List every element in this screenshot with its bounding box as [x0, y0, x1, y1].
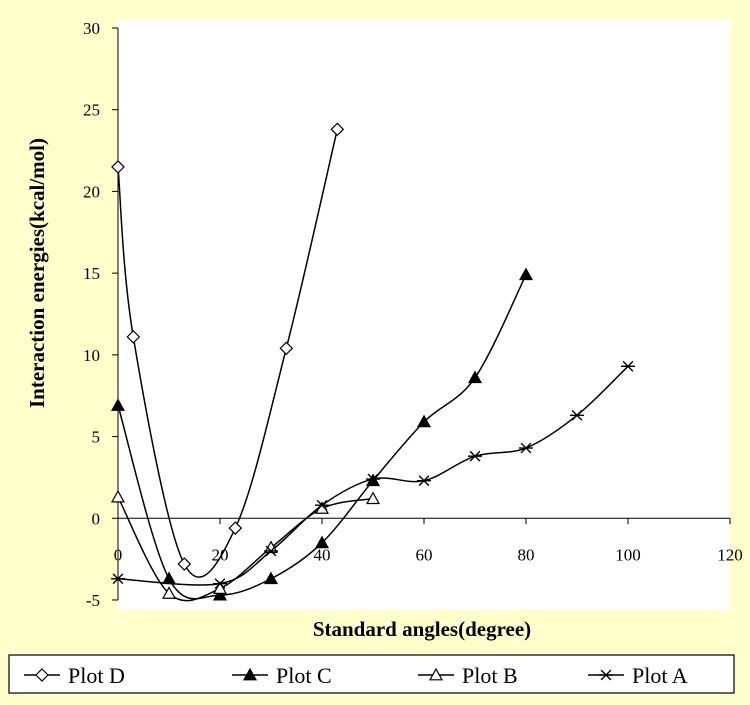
data-point-plot-c [467, 370, 483, 384]
y-axis-title: Interaction energies(kcal/mol) [25, 138, 49, 408]
x-axis-title: Standard angles(degree) [313, 617, 531, 641]
x-tick-label: 40 [314, 545, 331, 564]
data-point-plot-b [110, 489, 126, 503]
x-tick-label: 80 [518, 545, 535, 564]
data-point-plot-a [519, 442, 533, 454]
legend-marker-plot-a [599, 669, 613, 681]
data-point-plot-a [111, 573, 125, 585]
legend-box [8, 654, 735, 694]
data-point-plot-d [279, 341, 294, 356]
data-point-plot-d [228, 521, 243, 535]
y-tick-label: 10 [83, 346, 100, 365]
data-point-plot-a [417, 475, 431, 487]
data-point-plot-c [161, 571, 177, 585]
y-tick-label: 0 [92, 509, 101, 528]
plot-area [118, 20, 730, 610]
data-point-plot-a [264, 545, 278, 557]
y-tick-label: 30 [83, 19, 100, 38]
data-point-plot-d [330, 122, 345, 137]
y-tick-label: 20 [83, 182, 100, 201]
legend-label-plot-c: Plot C [276, 663, 332, 688]
data-point-plot-d [126, 330, 141, 344]
data-point-plot-a [621, 360, 635, 372]
data-point-plot-a [366, 473, 380, 485]
legend-marker-plot-b [428, 667, 444, 681]
series-line-plot-d [117, 129, 339, 578]
legend-marker-plot-d [35, 668, 49, 682]
legend: Plot D Plot C Plot B Plot A [8, 654, 735, 694]
data-point-plot-c [518, 267, 534, 281]
data-point-plot-b [212, 581, 228, 594]
data-point-plot-b [365, 491, 381, 505]
x-tick-label: 0 [114, 545, 123, 564]
data-point-plot-b [161, 586, 177, 599]
data-point-plot-c [110, 398, 126, 411]
x-tick-label: 100 [615, 545, 641, 564]
x-tick-label: 120 [717, 545, 743, 564]
legend-label-plot-d: Plot D [68, 663, 125, 688]
legend-marker-plot-c [242, 667, 258, 681]
legend-label-plot-b: Plot B [462, 663, 518, 688]
x-tick-label: 60 [416, 545, 433, 564]
data-point-plot-a [468, 450, 482, 462]
y-tick-label: 5 [92, 428, 101, 447]
data-point-plot-d [111, 160, 125, 174]
data-point-plot-c [212, 587, 228, 601]
y-tick-label: 15 [83, 264, 100, 283]
data-point-plot-c [314, 535, 330, 549]
y-tick-label: 25 [83, 101, 100, 120]
data-point-plot-a [570, 409, 584, 421]
legend-label-plot-a: Plot A [632, 663, 688, 688]
y-tick-label: -5 [86, 591, 100, 610]
data-point-plot-d [177, 557, 192, 571]
data-point-plot-c [416, 414, 432, 428]
data-point-plot-a [213, 578, 227, 590]
data-point-plot-c [263, 571, 279, 585]
data-point-plot-a [315, 499, 329, 511]
series-line-plot-a [117, 365, 629, 586]
